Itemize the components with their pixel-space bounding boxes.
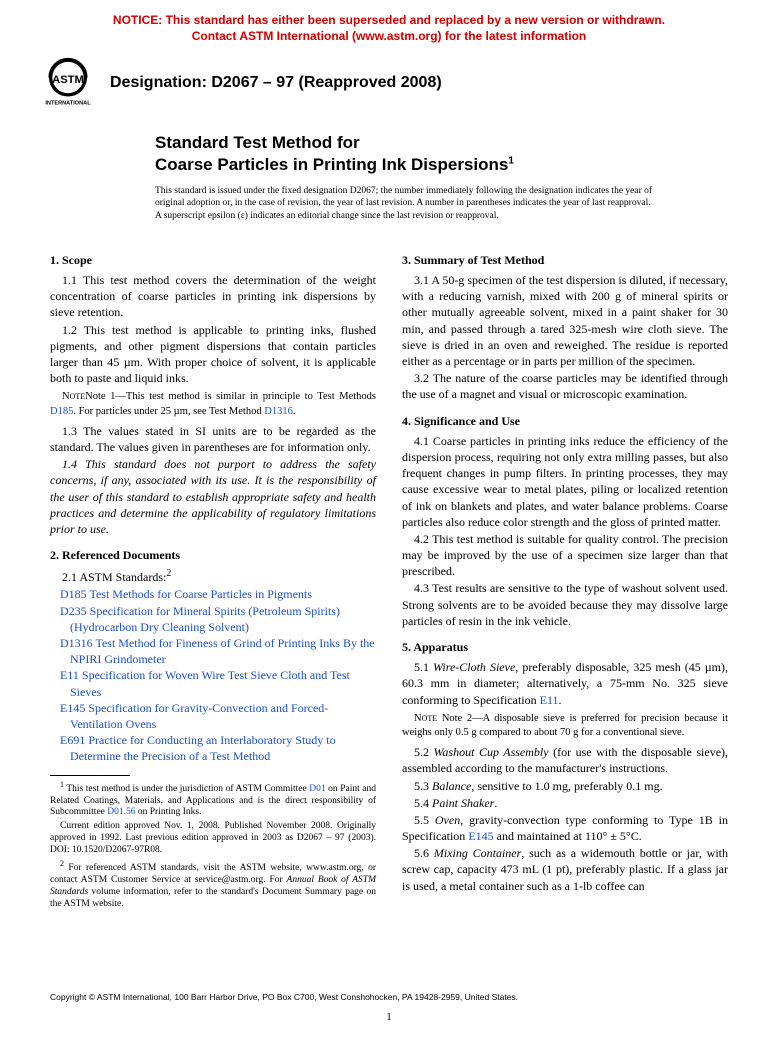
app-p5: 5.5 Oven, gravity-convection type confor… bbox=[402, 812, 728, 844]
title: Standard Test Method for Coarse Particle… bbox=[155, 132, 675, 175]
ref-item[interactable]: E11 Specification for Woven Wire Test Si… bbox=[60, 667, 376, 699]
app-p4: 5.4 Paint Shaker. bbox=[402, 795, 728, 811]
app-p2: 5.2 Washout Cup Assembly (for use with t… bbox=[402, 744, 728, 776]
app-p3: 5.3 Balance, sensitive to 1.0 mg, prefer… bbox=[402, 778, 728, 794]
sig-p1: 4.1 Coarse particles in printing inks re… bbox=[402, 433, 728, 530]
apparatus-heading: 5. Apparatus bbox=[402, 639, 728, 655]
notice-banner: NOTICE: This standard has either been su… bbox=[0, 0, 778, 48]
sig-heading: 4. Significance and Use bbox=[402, 413, 728, 429]
scope-p4: 1.4 This standard does not purport to ad… bbox=[50, 456, 376, 537]
svg-text:INTERNATIONAL: INTERNATIONAL bbox=[45, 101, 91, 107]
app-p6: 5.6 Mixing Container, such as a widemout… bbox=[402, 845, 728, 894]
astm-logo-icon: ASTM INTERNATIONAL bbox=[40, 54, 96, 110]
notice-line1: NOTICE: This standard has either been su… bbox=[113, 13, 665, 27]
refdocs-sub: 2.1 ASTM Standards:2 bbox=[50, 567, 376, 585]
link-d0156[interactable]: D01.56 bbox=[107, 807, 135, 817]
app-p1: 5.1 Wire-Cloth Sieve, preferably disposa… bbox=[402, 659, 728, 708]
ref-item[interactable]: D1316 Test Method for Fineness of Grind … bbox=[60, 635, 376, 667]
columns: 1. Scope 1.1 This test method covers the… bbox=[0, 222, 778, 913]
svg-text:ASTM: ASTM bbox=[52, 74, 84, 86]
notice-line2: Contact ASTM International (www.astm.org… bbox=[192, 29, 586, 43]
left-column: 1. Scope 1.1 This test method covers the… bbox=[50, 246, 376, 913]
ref-item[interactable]: E691 Practice for Conducting an Interlab… bbox=[60, 732, 376, 764]
footnote-2: 2 For referenced ASTM standards, visit t… bbox=[50, 859, 376, 911]
scope-p3: 1.3 The values stated in SI units are to… bbox=[50, 423, 376, 455]
footnote-1: 1 This test method is under the jurisdic… bbox=[50, 780, 376, 820]
ref-item[interactable]: E145 Specification for Gravity-Convectio… bbox=[60, 700, 376, 732]
scope-p1: 1.1 This test method covers the determin… bbox=[50, 272, 376, 321]
ref-list: D185 Test Methods for Coarse Particles i… bbox=[60, 586, 376, 764]
link-d185[interactable]: D185 bbox=[50, 406, 73, 417]
scope-heading: 1. Scope bbox=[50, 252, 376, 268]
link-d01[interactable]: D01 bbox=[309, 784, 325, 794]
title-block: Standard Test Method for Coarse Particle… bbox=[155, 132, 675, 222]
scope-note1: NOTENote 1—This test method is similar i… bbox=[50, 390, 376, 418]
issuance-note: This standard is issued under the fixed … bbox=[155, 185, 655, 222]
sig-p2: 4.2 This test method is suitable for qua… bbox=[402, 531, 728, 580]
page-number: 1 bbox=[0, 1010, 778, 1025]
ref-item[interactable]: D235 Specification for Mineral Spirits (… bbox=[60, 603, 376, 635]
link-e11[interactable]: E11 bbox=[540, 693, 559, 707]
title-line2: Coarse Particles in Printing Ink Dispers… bbox=[155, 155, 508, 174]
ref-item[interactable]: D185 Test Methods for Coarse Particles i… bbox=[60, 586, 376, 602]
title-line1: Standard Test Method for bbox=[155, 133, 360, 152]
link-d1316[interactable]: D1316 bbox=[264, 406, 293, 417]
designation: Designation: D2067 – 97 (Reapproved 2008… bbox=[110, 72, 442, 94]
link-e145[interactable]: E145 bbox=[468, 829, 493, 843]
copyright: Copyright © ASTM International, 100 Barr… bbox=[50, 992, 518, 1003]
summary-p1: 3.1 A 50-g specimen of the test dispersi… bbox=[402, 272, 728, 369]
summary-heading: 3. Summary of Test Method bbox=[402, 252, 728, 268]
scope-p2: 1.2 This test method is applicable to pr… bbox=[50, 322, 376, 387]
right-column: 3. Summary of Test Method 3.1 A 50-g spe… bbox=[402, 246, 728, 913]
sig-p3: 4.3 Test results are sensitive to the ty… bbox=[402, 580, 728, 629]
refdocs-heading: 2. Referenced Documents bbox=[50, 547, 376, 563]
summary-p2: 3.2 The nature of the coarse particles m… bbox=[402, 370, 728, 402]
app-note2: NOTE Note 2—A disposable sieve is prefer… bbox=[402, 712, 728, 740]
header: ASTM INTERNATIONAL Designation: D2067 – … bbox=[0, 48, 778, 110]
footnote-1b: Current edition approved Nov. 1, 2008. P… bbox=[50, 821, 376, 857]
footnote-rule bbox=[50, 775, 130, 776]
